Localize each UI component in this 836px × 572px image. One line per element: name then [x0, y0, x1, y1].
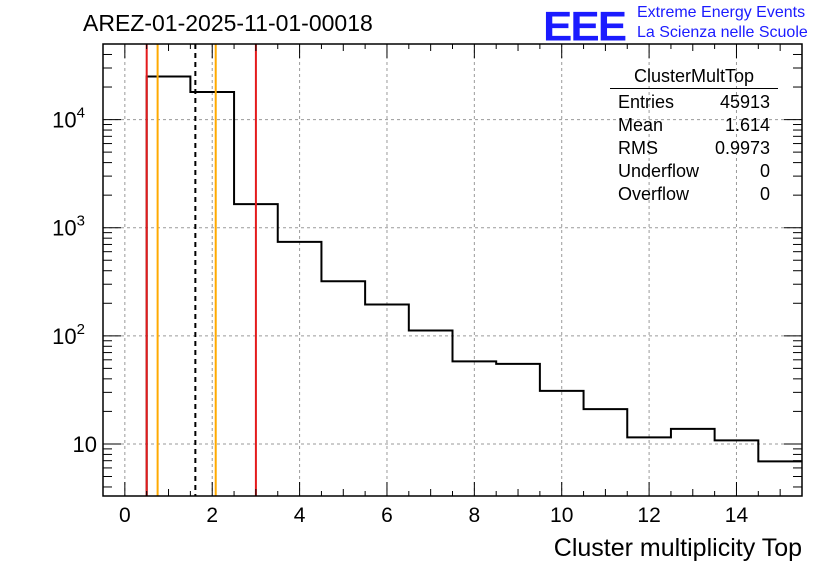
stats-label: Mean	[618, 115, 664, 135]
stats-row: RMS 0.9973	[610, 138, 778, 161]
stats-value: 0	[759, 184, 770, 204]
chart-title: AREZ-01-2025-11-01-00018	[83, 10, 373, 36]
x-tick-label: 8	[469, 504, 481, 527]
stats-label: Overflow	[618, 184, 690, 204]
histogram-bin	[453, 361, 497, 496]
histogram-bin	[147, 77, 191, 496]
logo-line-2: La Scienza nelle Scuole	[637, 24, 808, 41]
histogram-bin	[190, 92, 234, 496]
x-axis-label: Cluster multiplicity Top	[553, 534, 802, 562]
stats-value: 0	[759, 161, 770, 181]
x-tick-label: 14	[725, 504, 749, 527]
histogram-bin	[671, 429, 715, 496]
x-tick-label: 0	[119, 504, 131, 527]
y-tick-label: 102	[52, 321, 85, 349]
y-tick-label: 104	[52, 105, 85, 133]
stats-row: Mean 1.614	[610, 115, 778, 138]
stats-box-title: ClusterMultTop	[610, 66, 778, 89]
histogram-bin	[321, 281, 365, 496]
x-tick-label: 10	[550, 504, 573, 527]
stats-label: Entries	[618, 92, 675, 112]
x-tick-label: 2	[206, 504, 218, 527]
y-tick-label: 10	[73, 432, 97, 457]
histogram-bin	[409, 330, 453, 496]
y-tick-label: 103	[52, 213, 85, 241]
histogram-series	[145, 75, 802, 496]
histogram-bin	[365, 304, 409, 496]
stats-label: RMS	[618, 138, 658, 158]
eee-logo: EEE	[543, 3, 627, 50]
stats-box: ClusterMultTop Entries 45913 Mean 1.614 RMS 0…	[610, 66, 778, 207]
stats-row: Overflow 0	[610, 184, 778, 207]
stats-row: Underflow 0	[610, 161, 778, 184]
stats-row: Entries 45913	[610, 92, 778, 115]
histogram-bin	[540, 391, 584, 496]
logo-line-1: Extreme Energy Events	[637, 4, 806, 21]
histogram-bin	[584, 409, 628, 496]
stats-value: 45913	[719, 92, 770, 112]
x-tick-label: 4	[294, 504, 306, 527]
histogram-bin	[496, 364, 540, 496]
histogram-bin	[278, 242, 322, 496]
stats-value: 0.9973	[714, 138, 770, 158]
x-tick-label: 12	[637, 504, 660, 527]
stats-label: Underflow	[618, 161, 700, 181]
stats-value: 1.614	[724, 115, 770, 135]
x-tick-label: 6	[381, 504, 393, 527]
